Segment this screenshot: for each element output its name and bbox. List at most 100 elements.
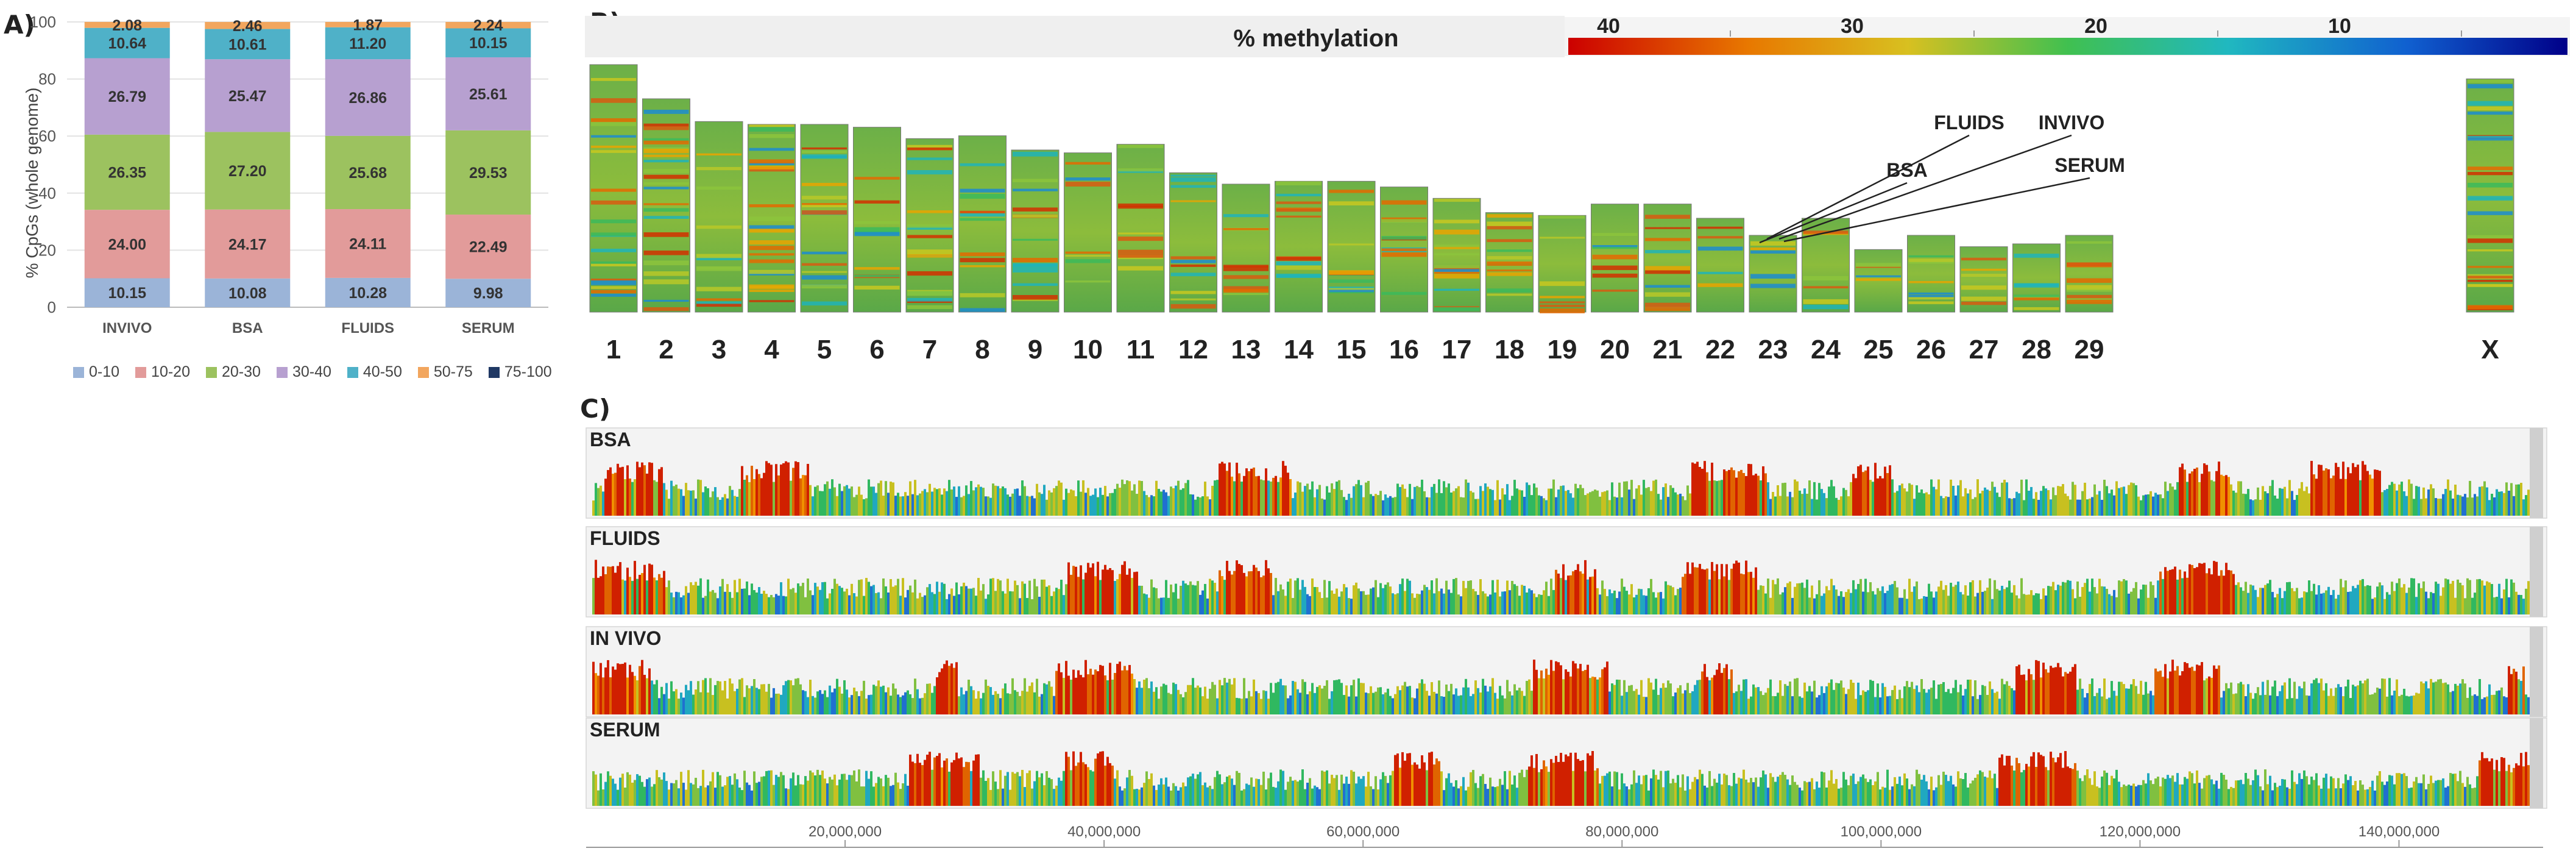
coverage-bar [1472, 770, 1474, 806]
coverage-bar [2474, 593, 2476, 614]
coverage-bar [875, 593, 877, 614]
coverage-bar [1297, 689, 1299, 714]
legend-item-50-75: 50-75 [417, 363, 473, 381]
coverage-bar [1462, 497, 1465, 516]
coverage-bar [1082, 480, 1085, 516]
coverage-bar [1567, 672, 1569, 714]
coverage-bar [758, 474, 760, 516]
coverage-bar [2186, 577, 2189, 614]
coverage-bar [1470, 772, 1472, 806]
coverage-bar [1569, 752, 1572, 806]
y-tick-label: 80 [38, 70, 56, 88]
methylation-stripe [1276, 215, 1322, 218]
coverage-bar [695, 689, 697, 714]
coverage-bar [1245, 468, 1248, 516]
coverage-bar [1345, 776, 1348, 806]
coverage-bar [2118, 580, 2120, 614]
coverage-bar [592, 500, 595, 516]
coverage-bar [1796, 583, 1799, 614]
coverage-bar [1557, 489, 1560, 516]
coverage-bar [2101, 776, 2103, 806]
coverage-bar [1465, 588, 1467, 614]
coverage-bar [1392, 497, 1394, 516]
coverage-bar [1823, 493, 1825, 516]
coverage-bar [1026, 691, 1028, 714]
coverage-bar [2386, 781, 2388, 806]
chromosome-18 [1485, 212, 1534, 313]
chromosome-label: 6 [869, 335, 884, 365]
coverage-bar [992, 483, 994, 516]
methylation-stripe [802, 275, 847, 280]
methylation-stripe [643, 182, 689, 185]
coverage-bar [819, 690, 821, 714]
coverage-bar [1019, 776, 1021, 806]
coverage-bar [2174, 489, 2176, 516]
coverage-bar [2386, 489, 2388, 516]
coverage-bar [1786, 686, 1789, 714]
coverage-bar [1007, 693, 1009, 714]
coverage-bar [848, 595, 851, 614]
coverage-bar [1523, 496, 1526, 516]
coverage-bar [2483, 697, 2486, 714]
coverage-bar [843, 591, 846, 614]
chromosome-bar [1696, 218, 1744, 313]
coverage-bar [1328, 783, 1331, 806]
coverage-bar [782, 463, 785, 516]
coverage-bar [2508, 764, 2510, 806]
coverage-bar [765, 461, 768, 516]
coverage-bar [1304, 586, 1306, 614]
coverage-bar [624, 788, 626, 806]
coverage-bar [1718, 663, 1721, 714]
coverage-bar [826, 481, 829, 516]
coverage-bar [1348, 783, 1350, 806]
coverage-bar [2418, 486, 2420, 516]
coverage-bar [1445, 778, 1448, 806]
chromosome-23 [1749, 235, 1797, 313]
coverage-bar [1131, 674, 1133, 714]
coverage-bar [609, 775, 612, 806]
coverage-bar [2257, 597, 2259, 614]
coverage-bar [1211, 580, 1214, 614]
coverage-bar [2393, 784, 2396, 806]
coverage-bar [1109, 763, 1111, 806]
bar-segment-10-20 [84, 210, 170, 279]
coverage-bar [2113, 691, 2115, 714]
coverage-bar [1092, 494, 1094, 516]
coverage-bar [975, 754, 977, 806]
methylation-stripe [696, 298, 741, 301]
coverage-bar [831, 589, 833, 614]
coverage-bar [1394, 755, 1396, 806]
coverage-bar [1930, 777, 1933, 806]
coverage-bar [2193, 568, 2196, 614]
colorbar-tick-label: 30 [1841, 15, 1864, 38]
methylation-stripe [2014, 307, 2059, 310]
coverage-bar [2279, 785, 2281, 806]
coverage-bar [1450, 683, 1453, 714]
coverage-bar [977, 691, 980, 714]
coverage-bar [2305, 486, 2308, 516]
coverage-bar [2210, 779, 2213, 806]
coverage-bar [2288, 788, 2291, 806]
methylation-stripe [960, 218, 1005, 221]
methylation-stripe [1170, 304, 1216, 309]
bar-segment-50-75 [84, 21, 170, 28]
coverage-bar [1969, 679, 1972, 714]
coverage-bar [987, 594, 989, 614]
coverage-bar [758, 689, 760, 714]
coverage-bar [1075, 496, 1077, 516]
coverage-bar [1835, 589, 1838, 614]
coverage-bar [1004, 775, 1007, 806]
coverage-bar [2440, 499, 2442, 516]
coverage-bar [1760, 691, 1762, 714]
chromosome-label: 22 [1705, 335, 1735, 365]
coverage-bar [1050, 596, 1053, 614]
coverage-bar [1621, 773, 1623, 806]
coverage-bar [2413, 781, 2415, 806]
coverage-bar [1109, 493, 1111, 516]
coverage-bar [1599, 496, 1601, 516]
coverage-bar [902, 783, 904, 806]
coverage-bar [2081, 688, 2084, 714]
coverage-bar [1365, 692, 1367, 714]
coverage-bar [931, 592, 933, 614]
coverage-bar [1550, 578, 1552, 614]
